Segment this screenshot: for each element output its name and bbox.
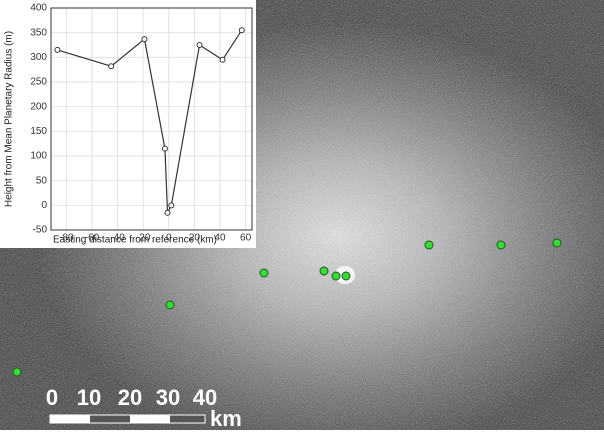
y-tick-label: 300: [30, 52, 47, 63]
data-point: [239, 28, 244, 33]
data-point: [162, 146, 167, 151]
y-tick-label: 100: [30, 151, 47, 162]
y-tick-label: 150: [30, 126, 47, 137]
scale-label: 10: [77, 385, 101, 410]
scale-unit: km: [210, 406, 242, 430]
scale-label: 0: [46, 385, 58, 410]
y-tick-label: 200: [30, 101, 47, 112]
scale-label: 20: [118, 385, 142, 410]
y-tick-label: 350: [30, 27, 47, 38]
x-tick-label: 20: [189, 233, 201, 244]
y-axis-label: Height from Mean Planetary Radius (m): [4, 31, 15, 207]
x-tick-label: -20: [136, 233, 151, 244]
x-tick-label: -60: [85, 233, 100, 244]
x-tick-label: -80: [59, 233, 74, 244]
data-point: [169, 203, 174, 208]
map-view: 0 10 20 30 40 km Easting distance from r…: [0, 0, 604, 430]
y-tick-label: -50: [33, 225, 48, 236]
scale-label: 30: [156, 385, 180, 410]
y-tick-label: 400: [30, 3, 47, 14]
y-tick-label: 250: [30, 77, 47, 88]
data-point: [220, 57, 225, 62]
data-point: [165, 210, 170, 215]
data-point: [197, 43, 202, 48]
x-tick-label: 40: [214, 233, 226, 244]
y-tick-label: 50: [36, 175, 48, 186]
x-tick-label: 60: [240, 233, 252, 244]
x-tick-label: -40: [110, 233, 125, 244]
data-point: [55, 47, 60, 52]
x-tick-label: 0: [166, 233, 172, 244]
data-point: [142, 37, 147, 42]
y-tick-label: 0: [41, 200, 47, 211]
data-point: [109, 64, 114, 69]
